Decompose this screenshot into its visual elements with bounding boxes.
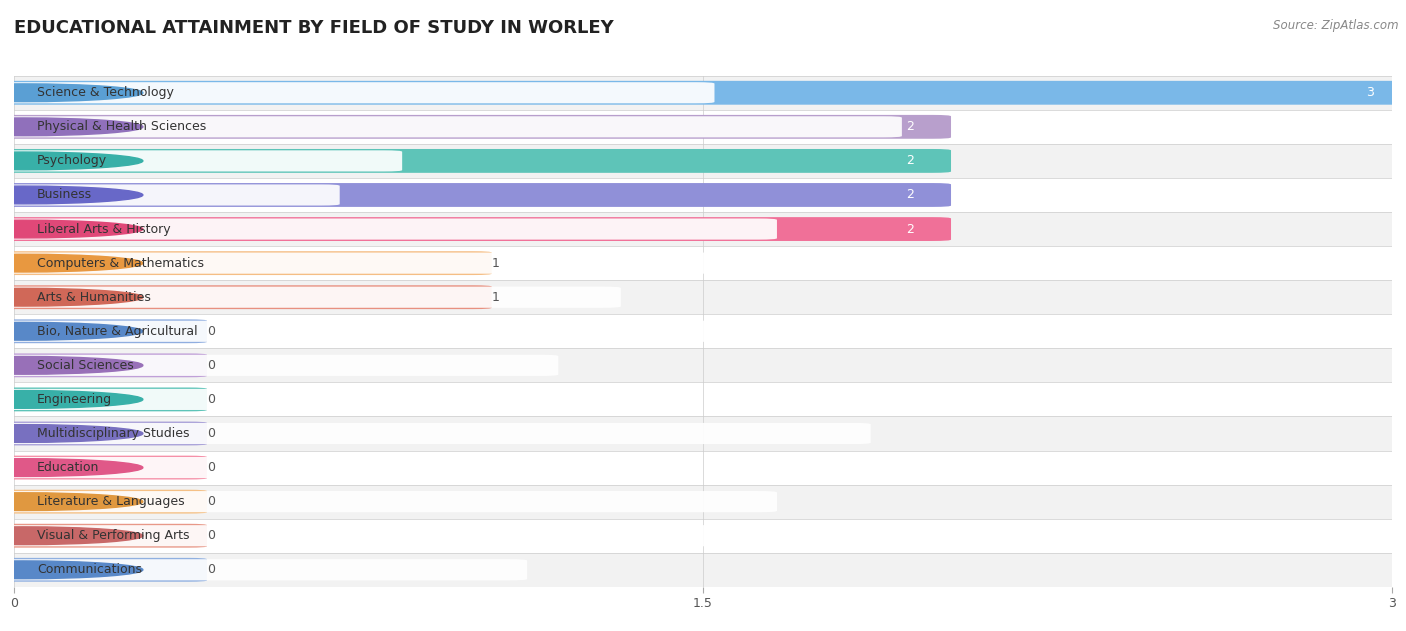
Text: 0: 0 [207, 325, 215, 338]
Bar [14, 246, 1392, 280]
Text: 2: 2 [907, 223, 914, 235]
Circle shape [0, 118, 143, 136]
Bar [14, 348, 1392, 382]
Text: 0: 0 [207, 359, 215, 372]
FancyBboxPatch shape [0, 422, 207, 445]
FancyBboxPatch shape [0, 423, 870, 444]
Bar [14, 485, 1392, 519]
Circle shape [0, 357, 143, 374]
FancyBboxPatch shape [0, 319, 207, 343]
FancyBboxPatch shape [0, 285, 492, 309]
Text: Business: Business [37, 189, 93, 201]
Text: 2: 2 [907, 121, 914, 133]
Text: Visual & Performing Arts: Visual & Performing Arts [37, 529, 190, 542]
Bar [14, 76, 1392, 110]
Bar [14, 451, 1392, 485]
Bar [14, 553, 1392, 587]
Bar [14, 519, 1392, 553]
FancyBboxPatch shape [0, 524, 207, 548]
Text: Engineering: Engineering [37, 393, 112, 406]
Circle shape [0, 254, 143, 272]
Text: 2: 2 [907, 189, 914, 201]
Text: 0: 0 [207, 495, 215, 508]
Circle shape [0, 493, 143, 510]
Circle shape [0, 391, 143, 408]
FancyBboxPatch shape [0, 525, 839, 546]
FancyBboxPatch shape [0, 389, 433, 410]
Circle shape [0, 84, 143, 102]
Text: 0: 0 [207, 393, 215, 406]
Circle shape [0, 186, 143, 204]
Bar [14, 382, 1392, 416]
FancyBboxPatch shape [0, 184, 340, 206]
FancyBboxPatch shape [0, 252, 808, 274]
FancyBboxPatch shape [0, 82, 714, 103]
Text: 3: 3 [1365, 86, 1374, 99]
Text: Communications: Communications [37, 563, 142, 576]
Text: Science & Technology: Science & Technology [37, 86, 174, 99]
Text: Arts & Humanities: Arts & Humanities [37, 291, 150, 304]
FancyBboxPatch shape [0, 150, 402, 172]
Circle shape [0, 152, 143, 170]
Text: 1: 1 [492, 291, 499, 304]
FancyBboxPatch shape [0, 183, 950, 207]
Bar [14, 110, 1392, 144]
FancyBboxPatch shape [0, 81, 1406, 105]
Text: 0: 0 [207, 427, 215, 440]
FancyBboxPatch shape [0, 321, 901, 342]
Text: 0: 0 [207, 529, 215, 542]
FancyBboxPatch shape [0, 457, 371, 478]
Text: Education: Education [37, 461, 100, 474]
FancyBboxPatch shape [0, 387, 207, 411]
Bar [14, 280, 1392, 314]
FancyBboxPatch shape [0, 218, 778, 240]
Text: Physical & Health Sciences: Physical & Health Sciences [37, 121, 207, 133]
FancyBboxPatch shape [0, 286, 621, 308]
FancyBboxPatch shape [0, 115, 950, 139]
Bar [14, 178, 1392, 212]
Text: 1: 1 [492, 257, 499, 269]
FancyBboxPatch shape [0, 149, 950, 173]
Text: Psychology: Psychology [37, 155, 107, 167]
Text: Literature & Languages: Literature & Languages [37, 495, 184, 508]
Circle shape [0, 459, 143, 476]
FancyBboxPatch shape [0, 251, 492, 275]
Circle shape [0, 322, 143, 340]
Text: Bio, Nature & Agricultural: Bio, Nature & Agricultural [37, 325, 198, 338]
Bar [14, 314, 1392, 348]
Text: 0: 0 [207, 461, 215, 474]
Text: Social Sciences: Social Sciences [37, 359, 134, 372]
Circle shape [0, 425, 143, 442]
FancyBboxPatch shape [0, 116, 901, 138]
Circle shape [0, 288, 143, 306]
FancyBboxPatch shape [0, 217, 950, 241]
Circle shape [0, 527, 143, 545]
Bar [14, 144, 1392, 178]
FancyBboxPatch shape [0, 353, 207, 377]
Bar [14, 416, 1392, 451]
Text: Source: ZipAtlas.com: Source: ZipAtlas.com [1274, 19, 1399, 32]
Text: 0: 0 [207, 563, 215, 576]
Text: Computers & Mathematics: Computers & Mathematics [37, 257, 204, 269]
FancyBboxPatch shape [0, 355, 558, 376]
Circle shape [0, 561, 143, 579]
Text: EDUCATIONAL ATTAINMENT BY FIELD OF STUDY IN WORLEY: EDUCATIONAL ATTAINMENT BY FIELD OF STUDY… [14, 19, 614, 37]
FancyBboxPatch shape [0, 559, 527, 581]
FancyBboxPatch shape [0, 558, 207, 582]
Text: Multidisciplinary Studies: Multidisciplinary Studies [37, 427, 190, 440]
FancyBboxPatch shape [0, 491, 778, 512]
Bar [14, 212, 1392, 246]
Circle shape [0, 220, 143, 238]
FancyBboxPatch shape [0, 456, 207, 480]
FancyBboxPatch shape [0, 490, 207, 514]
Text: 2: 2 [907, 155, 914, 167]
Text: Liberal Arts & History: Liberal Arts & History [37, 223, 170, 235]
